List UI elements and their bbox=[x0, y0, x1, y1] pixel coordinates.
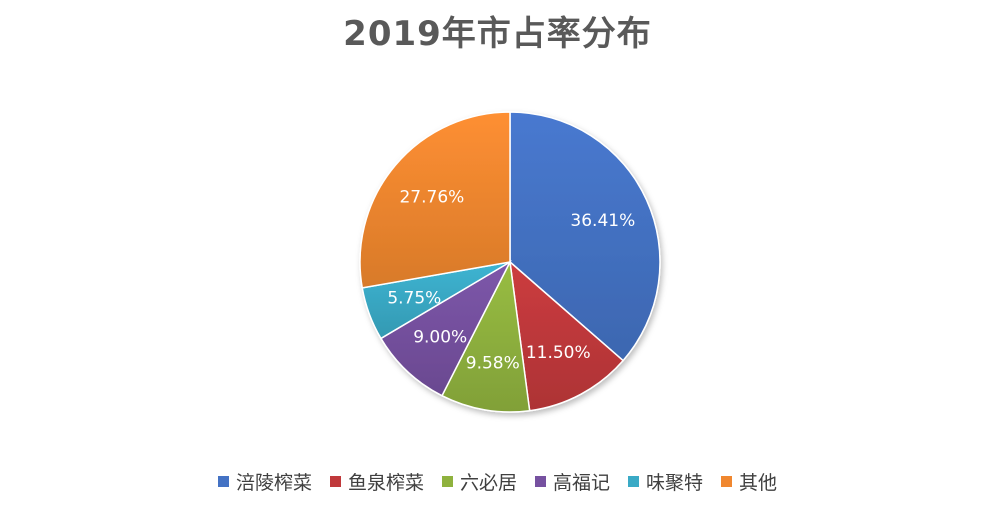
pie-slice-4 bbox=[379, 260, 512, 397]
data-label-4: 9.00% bbox=[413, 327, 467, 347]
legend-swatch-3 bbox=[441, 476, 453, 487]
legend-label-6: 其他 bbox=[739, 472, 778, 494]
legend-swatch-4 bbox=[535, 476, 546, 487]
legend-label-4: 高福记 bbox=[553, 472, 611, 494]
data-label-3: 9.58% bbox=[466, 354, 520, 374]
pie-slice-2 bbox=[508, 260, 625, 412]
legend-swatch-2 bbox=[329, 476, 341, 487]
chart-title: 2019年市占率分布 bbox=[343, 14, 652, 54]
chart-legend: 涪陵榨菜 鱼泉榨菜 六必居 高福记 味聚特 其他 bbox=[0, 468, 995, 495]
legend-label-2: 鱼泉榨菜 bbox=[347, 472, 424, 494]
data-label-6: 27.76% bbox=[399, 187, 464, 207]
data-label-5: 5.75% bbox=[387, 288, 441, 308]
data-label-2: 11.50% bbox=[526, 343, 591, 363]
legend-label-3: 六必居 bbox=[459, 472, 517, 494]
legend-item-5: 味聚特 bbox=[628, 468, 703, 495]
legend-item-4: 高福记 bbox=[535, 468, 610, 495]
legend-label-5: 味聚特 bbox=[646, 472, 704, 494]
legend-swatch-5 bbox=[628, 476, 640, 487]
pie-slice-3 bbox=[440, 259, 531, 413]
data-label-1: 36.41% bbox=[570, 211, 635, 231]
pie-slice-6 bbox=[359, 111, 511, 289]
pie-slice-1 bbox=[509, 111, 661, 362]
legend-item-1: 涪陵榨菜 bbox=[217, 468, 312, 495]
legend-swatch-6 bbox=[721, 476, 733, 487]
legend-item-2: 鱼泉榨菜 bbox=[329, 468, 424, 495]
legend-label-1: 涪陵榨菜 bbox=[235, 472, 312, 494]
legend-item-6: 其他 bbox=[721, 468, 777, 495]
legend-item-3: 六必居 bbox=[441, 468, 517, 495]
legend-swatch-1 bbox=[217, 476, 229, 487]
